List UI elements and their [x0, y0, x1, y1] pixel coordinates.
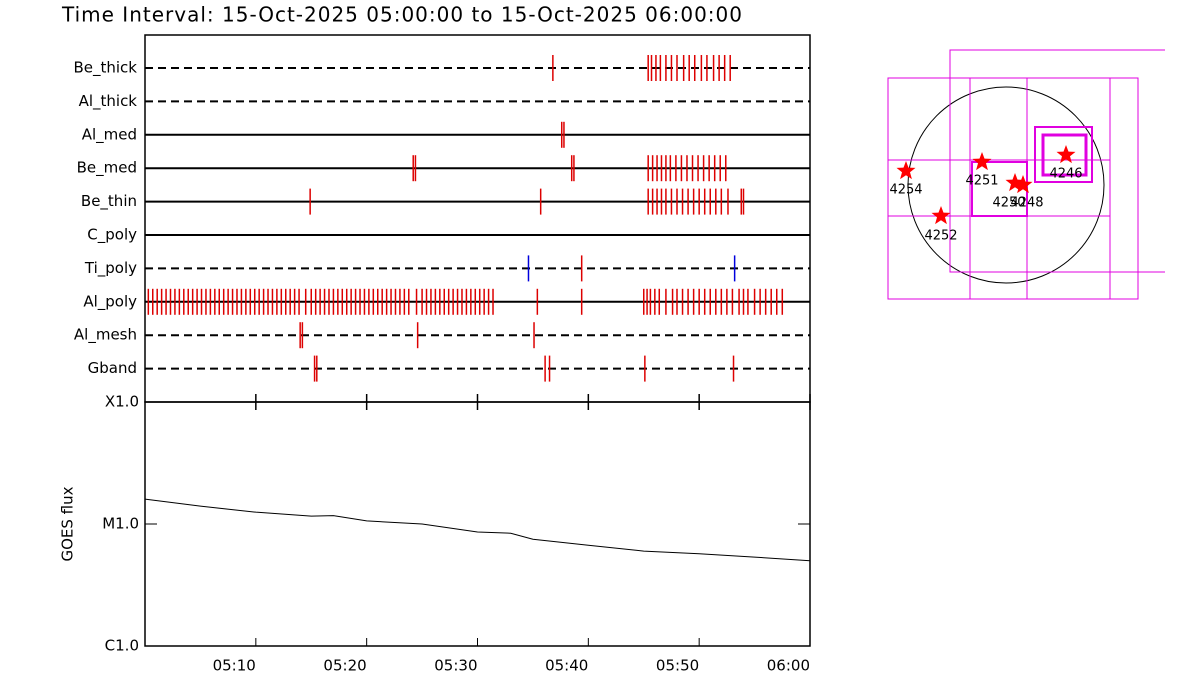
region-label: 4252 [924, 229, 957, 244]
region-star [1056, 145, 1076, 164]
filter-label: Be_med [77, 159, 137, 178]
region-label: 4250 [992, 196, 1025, 211]
region-star [931, 206, 951, 225]
region-star [972, 152, 992, 171]
filter-label: Gband [88, 359, 137, 377]
region-label: 4254 [889, 183, 922, 198]
region-label: 4251 [965, 174, 998, 189]
region-label: 4246 [1049, 167, 1082, 182]
filter-label: Be_thick [73, 59, 137, 78]
filter-label: Al_med [82, 125, 137, 144]
filter-label: Be_thin [81, 192, 137, 211]
y-axis-label: GOES flux [59, 486, 77, 561]
fov-box [1041, 133, 1088, 177]
chart-title: Time Interval: 15-Oct-2025 05:00:00 to 1… [61, 3, 743, 27]
filter-label: C_poly [87, 226, 137, 245]
region-star [1013, 175, 1033, 194]
x-tick-label: 05:40 [545, 657, 588, 675]
filter-label: Al_poly [83, 292, 137, 311]
solar-disk [907, 86, 1105, 284]
y-tick-label: M1.0 [102, 515, 139, 533]
region-star [896, 161, 916, 180]
filter-label: Al_thick [79, 92, 138, 111]
x-tick-label: 05:20 [323, 657, 366, 675]
filter-label: Al_mesh [74, 326, 137, 345]
x-tick-label: 05:10 [213, 657, 256, 675]
region-label: 4248 [1010, 196, 1043, 211]
y-tick-label: X1.0 [105, 393, 139, 411]
filter-label: Ti_poly [84, 259, 137, 278]
x-tick-label: 05:30 [434, 657, 477, 675]
y-tick-label: C1.0 [105, 637, 139, 655]
x-tick-label: 05:50 [656, 657, 699, 675]
fov-box [887, 77, 1139, 300]
fov-box [949, 49, 1165, 273]
fov-box [1034, 126, 1093, 183]
x-tick-label: 06:00 [767, 657, 810, 675]
goes-curve [144, 498, 811, 562]
